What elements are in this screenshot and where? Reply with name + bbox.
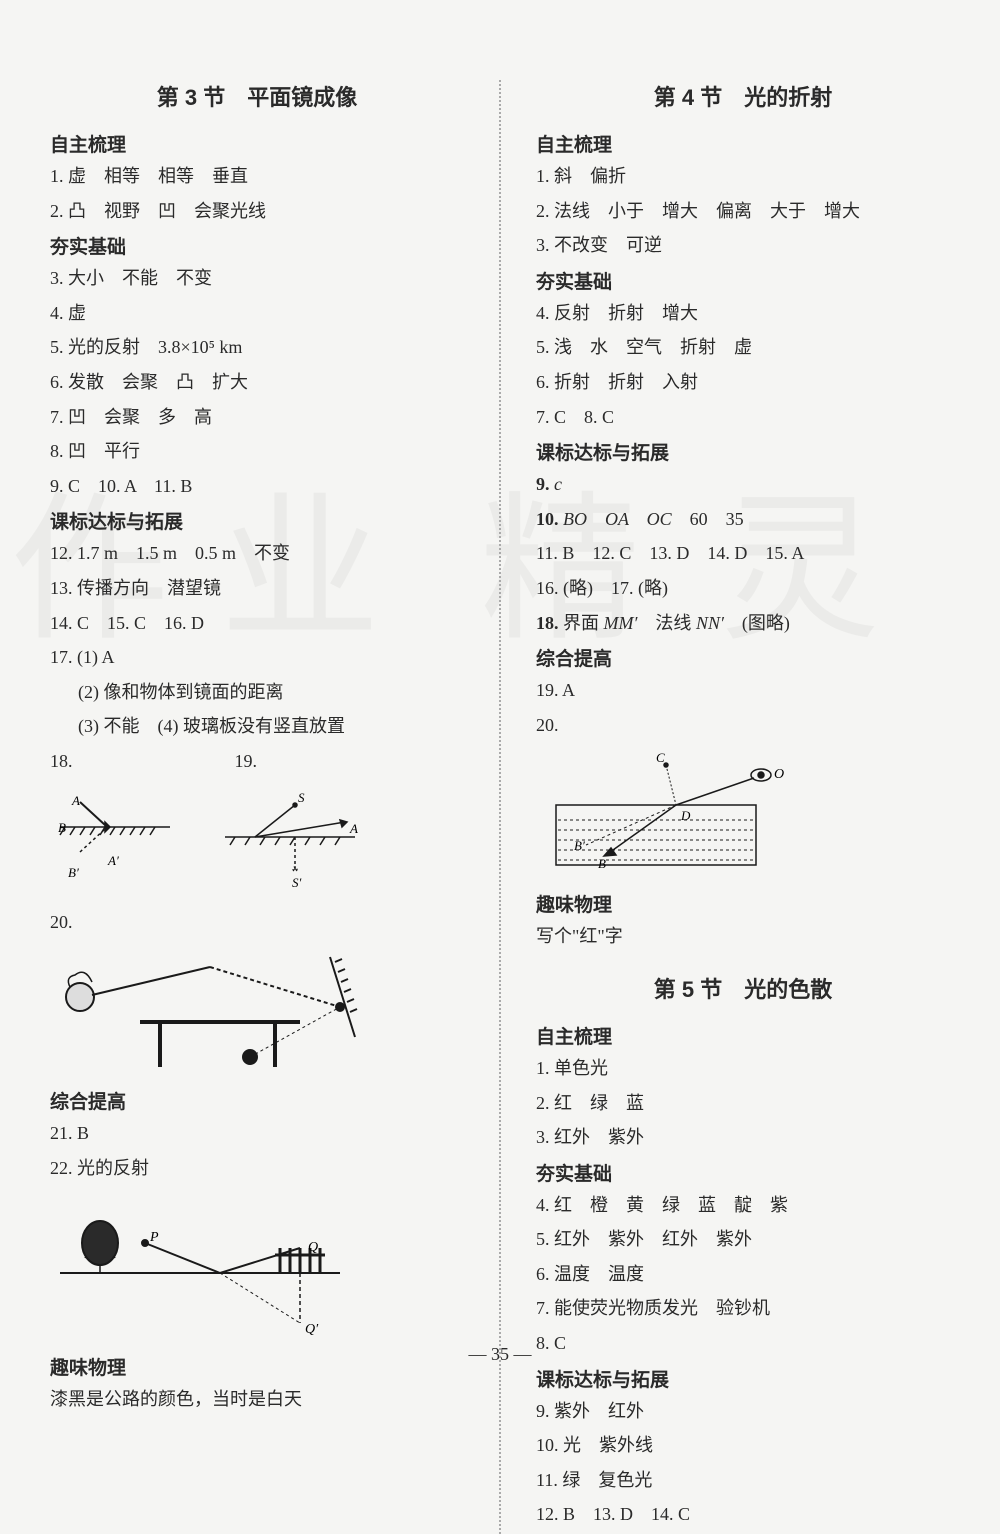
svg-text:A′: A′ <box>107 853 119 868</box>
answer-line: 7. C 8. C <box>536 402 950 433</box>
answer-line: 17. (1) A <box>50 642 464 673</box>
answer-line: 7. 能使荧光物质发光 验钞机 <box>536 1293 950 1324</box>
answer-line: (2) 像和物体到镜面的距离 <box>50 677 464 708</box>
answer-line: 写个"红"字 <box>536 921 950 952</box>
answer-line: 20. <box>536 710 950 741</box>
answer-line: 19. A <box>536 675 950 706</box>
svg-text:B′: B′ <box>68 865 79 880</box>
svg-text:A: A <box>349 821 358 836</box>
answer-line: 1. 虚 相等 相等 垂直 <box>50 161 464 192</box>
svg-text:B: B <box>58 820 66 835</box>
svg-text:S: S <box>298 790 305 805</box>
answer-line: 1. 斜 偏折 <box>536 161 950 192</box>
answer-line: (3) 不能 (4) 玻璃板没有竖直放置 <box>50 711 464 742</box>
answer-line: 22. 光的反射 <box>50 1153 464 1184</box>
svg-text:D: D <box>680 808 691 823</box>
answer-line: 13. 传播方向 潜望镜 <box>50 573 464 604</box>
svg-text:A: A <box>71 793 80 808</box>
answer-line: 8. 凹 平行 <box>50 436 464 467</box>
figure-18-19: A B A′ B′ S <box>50 787 464 897</box>
section-header: 自主梳理 <box>50 130 464 157</box>
answer-line: 20. <box>50 907 464 938</box>
answer-line: 11. B 12. C 13. D 14. D 15. A <box>536 538 950 569</box>
section-header: 夯实基础 <box>50 232 464 259</box>
answer-line: 9. C 10. A 11. B <box>50 471 464 502</box>
chapter-3-title: 第 3 节 平面镜成像 <box>50 80 464 112</box>
section-header: 趣味物理 <box>50 1353 464 1380</box>
answer-line: 6. 发散 会聚 凸 扩大 <box>50 367 464 398</box>
answer-line: 漆黑是公路的颜色，当时是白天 <box>50 1384 464 1415</box>
figure-22: P Q Q′ <box>50 1193 464 1343</box>
answer-line: 21. B <box>50 1118 464 1149</box>
right-column: 第 4 节 光的折射 自主梳理 1. 斜 偏折 2. 法线 小于 增大 偏离 大… <box>536 80 950 1534</box>
chapter-4-title: 第 4 节 光的折射 <box>536 80 950 112</box>
page-container: 第 3 节 平面镜成像 自主梳理 1. 虚 相等 相等 垂直 2. 凸 视野 凹… <box>50 80 950 1534</box>
section-header: 自主梳理 <box>536 130 950 157</box>
answer-line: 4. 红 橙 黄 绿 蓝 靛 紫 <box>536 1190 950 1221</box>
column-divider <box>499 80 501 1534</box>
answer-line: 7. 凹 会聚 多 高 <box>50 402 464 433</box>
svg-text:B′: B′ <box>574 838 585 853</box>
answer-line: 9. c <box>536 469 950 500</box>
answer-line: 2. 法线 小于 增大 偏离 大于 增大 <box>536 196 950 227</box>
answer-line: 11. 绿 复色光 <box>536 1465 950 1496</box>
section-header: 综合提高 <box>50 1087 464 1114</box>
answer-line: 18. 界面 MM′ 法线 NN′ (图略) <box>536 608 950 639</box>
answer-line: 18. 19. <box>50 746 464 777</box>
answer-line: 6. 温度 温度 <box>536 1259 950 1290</box>
answer-line: 10. BO OA OC 60 35 <box>536 504 950 535</box>
figure-refraction: O C D B′ B <box>536 750 950 880</box>
figure-20 <box>50 947 464 1077</box>
answer-line: 2. 红 绿 蓝 <box>536 1088 950 1119</box>
svg-text:P: P <box>149 1230 159 1245</box>
section-header: 自主梳理 <box>536 1022 950 1049</box>
answer-line: 4. 虚 <box>50 298 464 329</box>
answer-line: 10. 光 紫外线 <box>536 1430 950 1461</box>
svg-text:O: O <box>774 767 784 782</box>
section-header: 课标达标与拓展 <box>536 438 950 465</box>
answer-line: 4. 反射 折射 增大 <box>536 298 950 329</box>
answer-line: 5. 浅 水 空气 折射 虚 <box>536 332 950 363</box>
answer-line: 3. 不改变 可逆 <box>536 230 950 261</box>
answer-line: 3. 大小 不能 不变 <box>50 263 464 294</box>
section-header: 趣味物理 <box>536 890 950 917</box>
section-header: 夯实基础 <box>536 1159 950 1186</box>
answer-line: 5. 红外 紫外 红外 紫外 <box>536 1224 950 1255</box>
section-header: 综合提高 <box>536 644 950 671</box>
answer-line: 14. C 15. C 16. D <box>50 608 464 639</box>
answer-line: 3. 红外 紫外 <box>536 1122 950 1153</box>
svg-text:Q: Q <box>308 1240 318 1255</box>
svg-text:Q′: Q′ <box>305 1322 319 1337</box>
section-header: 课标达标与拓展 <box>50 507 464 534</box>
answer-line: 12. 1.7 m 1.5 m 0.5 m 不变 <box>50 538 464 569</box>
svg-text:B: B <box>598 856 606 871</box>
answer-line: 12. B 13. D 14. C <box>536 1499 950 1530</box>
answer-line: 2. 凸 视野 凹 会聚光线 <box>50 196 464 227</box>
chapter-5-title: 第 5 节 光的色散 <box>536 972 950 1004</box>
answer-line: 16. (略) 17. (略) <box>536 573 950 604</box>
svg-text:C: C <box>656 750 665 765</box>
svg-text:S′: S′ <box>292 875 302 890</box>
answer-line: 6. 折射 折射 入射 <box>536 367 950 398</box>
answer-line: 1. 单色光 <box>536 1053 950 1084</box>
left-column: 第 3 节 平面镜成像 自主梳理 1. 虚 相等 相等 垂直 2. 凸 视野 凹… <box>50 80 464 1534</box>
answer-line: 9. 紫外 红外 <box>536 1396 950 1427</box>
section-header: 夯实基础 <box>536 267 950 294</box>
answer-line: 8. C <box>536 1328 950 1359</box>
answer-line: 5. 光的反射 3.8×10⁵ km <box>50 332 464 363</box>
section-header: 课标达标与拓展 <box>536 1365 950 1392</box>
